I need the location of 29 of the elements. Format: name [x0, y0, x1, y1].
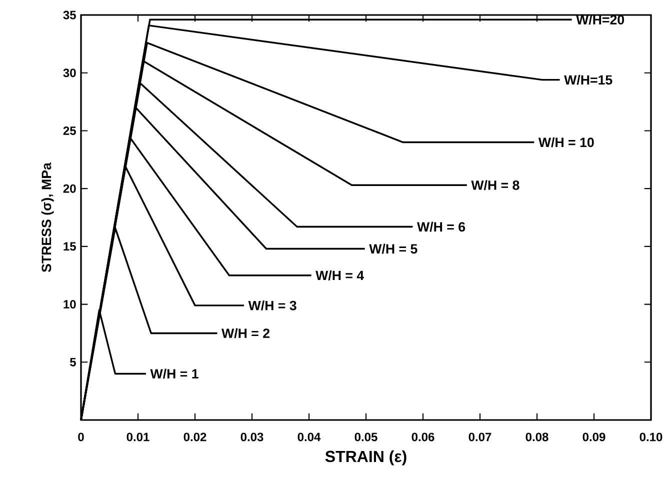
x-tick-label: 0.07 [468, 432, 492, 442]
y-tick-label: 15 [64, 242, 76, 251]
series-label: W/H = 2 [222, 328, 270, 338]
x-tick-label: 0.01 [126, 432, 150, 442]
x-tick-label: 0.02 [184, 432, 206, 442]
x-tick-label: 0 [78, 432, 84, 442]
series-label: W/H = 1 [150, 368, 198, 379]
series-label: W/H = 5 [369, 244, 418, 254]
x-tick-label: 0.08 [526, 432, 548, 442]
x-tick-label: 0.06 [412, 432, 434, 442]
series-label: W/H = 10 [538, 137, 594, 148]
x-tick-label: 0.03 [240, 432, 264, 442]
y-tick-label: 20 [63, 184, 76, 193]
x-tick-label: 0.10 [640, 432, 662, 442]
series-label: W/H = 6 [417, 222, 466, 232]
x-tick-label: 0.04 [298, 432, 321, 442]
y-tick-label: 30 [63, 68, 76, 78]
y-tick-label: 10 [64, 300, 76, 309]
series-label: W/H=15 [564, 74, 612, 85]
y-tick-label: 25 [63, 126, 76, 135]
series-label: W/H = 3 [248, 300, 296, 310]
y-axis-title: STRESS (σ), MPa [41, 162, 54, 272]
x-tick-label: 0.05 [354, 432, 378, 442]
series-label: W/H = 4 [316, 270, 364, 280]
y-tick-label: 5 [70, 358, 76, 366]
x-tick-label: 0.09 [582, 432, 606, 442]
y-tick-label: 35 [63, 10, 76, 20]
series-label: W/H = 8 [471, 180, 520, 190]
x-axis-title: STRAIN (ε) [325, 450, 406, 466]
